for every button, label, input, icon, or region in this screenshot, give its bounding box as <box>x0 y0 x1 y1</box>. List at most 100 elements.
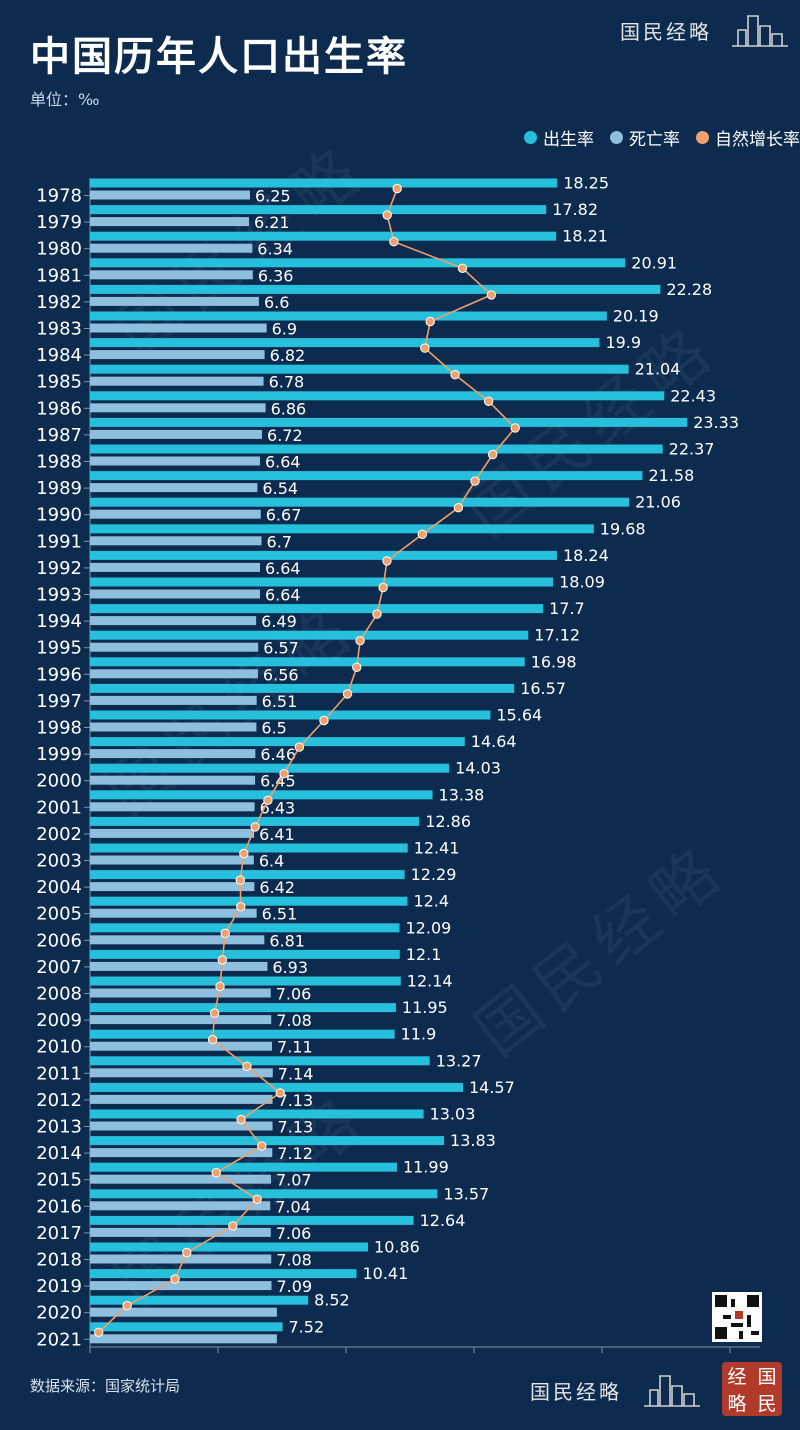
growth-rate-point <box>252 1194 262 1205</box>
seal-char: 国 <box>757 1366 777 1388</box>
birth-rate-bar <box>90 1189 438 1199</box>
birth-rate-label: 12.41 <box>414 839 460 858</box>
year-label: 1979 <box>36 212 82 233</box>
birth-rate-bar <box>90 231 557 241</box>
death-rate-label: 6.64 <box>265 586 301 605</box>
year-label: 2008 <box>36 984 82 1005</box>
growth-rate-point <box>342 689 353 699</box>
death-rate-bar <box>90 935 265 945</box>
year-label: 2010 <box>36 1037 82 1058</box>
growth-rate-point <box>239 848 249 859</box>
birth-rate-bar <box>90 843 408 853</box>
birth-rate-bar <box>90 949 400 959</box>
legend-label-death: 死亡率 <box>629 129 680 150</box>
year-label: 1996 <box>36 664 82 685</box>
skyline-icon <box>732 15 788 47</box>
unit-label: 单位：‰ <box>30 90 100 109</box>
death-rate-bar <box>90 509 261 519</box>
death-rate-label: 6.45 <box>260 772 296 791</box>
death-rate-label: 6.93 <box>272 958 308 977</box>
death-rate-bar <box>90 429 263 439</box>
legend-item-birth: 出生率 <box>524 125 594 150</box>
death-rate-bar <box>90 1227 271 1237</box>
birth-rate-label: 13.57 <box>443 1184 489 1203</box>
birth-rate-bar <box>90 976 401 986</box>
death-rate-bar <box>90 988 271 998</box>
birth-rate-bar <box>90 683 515 693</box>
growth-rate-point <box>470 476 480 486</box>
death-rate-bar <box>90 908 257 918</box>
death-rate-bar <box>90 270 253 280</box>
birth-rate-label: 14.64 <box>471 732 517 751</box>
growth-rate-point <box>207 1035 218 1045</box>
birth-rate-label: 18.21 <box>562 227 608 246</box>
growth-rate-point <box>457 263 468 273</box>
death-rate-label: 6.36 <box>258 266 294 285</box>
year-label: 2014 <box>36 1143 82 1164</box>
birth-rate-label: 21.58 <box>648 466 694 485</box>
death-rate-label: 6.54 <box>262 479 298 498</box>
year-label: 2018 <box>36 1250 82 1271</box>
death-rate-label: 6.78 <box>269 373 305 392</box>
death-rate-bar <box>90 695 257 705</box>
birth-rate-label: 22.37 <box>669 440 715 459</box>
death-rate-label: 6.86 <box>271 399 307 418</box>
growth-rate-point <box>217 955 228 965</box>
year-label: 1981 <box>36 265 82 286</box>
death-rate-bar <box>90 1334 277 1344</box>
birth-rate-label: 20.91 <box>631 253 677 272</box>
death-rate-bar <box>90 456 260 466</box>
seal-char: 略 <box>727 1393 747 1415</box>
birth-rate-label: 17.12 <box>534 626 580 645</box>
growth-rate-point <box>378 582 388 593</box>
growth-rate-point <box>250 822 260 832</box>
death-rate-bar <box>90 1174 271 1184</box>
year-label: 1999 <box>36 744 82 765</box>
birth-rate-bar <box>90 550 557 560</box>
year-label: 2006 <box>36 930 82 951</box>
year-label: 1989 <box>36 478 82 499</box>
death-rate-label: 7.13 <box>278 1091 314 1110</box>
birth-rate-bar <box>90 790 433 800</box>
year-label: 1994 <box>36 611 82 632</box>
birth-rate-label: 11.9 <box>401 1025 437 1044</box>
birth-rate-bar <box>90 870 405 880</box>
birth-rate-bar <box>90 630 529 640</box>
year-label: 1980 <box>36 239 82 260</box>
death-rate-label: 6.56 <box>263 665 299 684</box>
growth-rate-point <box>236 1114 246 1125</box>
death-rate-label: 6.41 <box>259 825 295 844</box>
birth-rate-label: 13.27 <box>436 1051 482 1070</box>
birth-rate-label: 22.28 <box>666 280 712 299</box>
brand-text: 国民经略 <box>620 20 712 44</box>
growth-rate-point <box>420 343 430 353</box>
year-label: 1978 <box>36 186 82 207</box>
death-rate-label: 7.06 <box>276 985 312 1004</box>
death-rate-bar <box>90 669 258 679</box>
chart-legend: 出生率 死亡率 自然增长率 <box>508 125 800 150</box>
year-label: 1998 <box>36 718 82 739</box>
growth-rate-point <box>389 237 399 247</box>
death-rate-label: 6.82 <box>270 346 306 365</box>
year-label: 2013 <box>36 1117 82 1138</box>
birth-rate-bar <box>90 1269 357 1279</box>
birth-rate-label: 10.86 <box>374 1238 420 1257</box>
death-rate-bar <box>90 323 267 333</box>
death-rate-bar <box>90 1307 277 1317</box>
birth-rate-bar <box>90 178 558 188</box>
year-label: 2015 <box>36 1170 82 1191</box>
death-rate-label: 6.9 <box>272 320 297 339</box>
seal-char: 民 <box>757 1393 777 1415</box>
birth-rate-label: 20.19 <box>613 307 659 326</box>
death-rate-bar <box>90 1281 272 1291</box>
growth-rate-point <box>220 928 230 938</box>
birth-rate-bar <box>90 1162 397 1172</box>
year-label: 1987 <box>36 425 82 446</box>
birth-rate-label: 21.06 <box>635 493 681 512</box>
death-rate-bar <box>90 350 265 360</box>
growth-rate-point <box>235 875 245 885</box>
legend-dot-icon <box>696 130 709 144</box>
year-label: 2019 <box>36 1276 82 1297</box>
year-label: 1993 <box>36 585 82 606</box>
